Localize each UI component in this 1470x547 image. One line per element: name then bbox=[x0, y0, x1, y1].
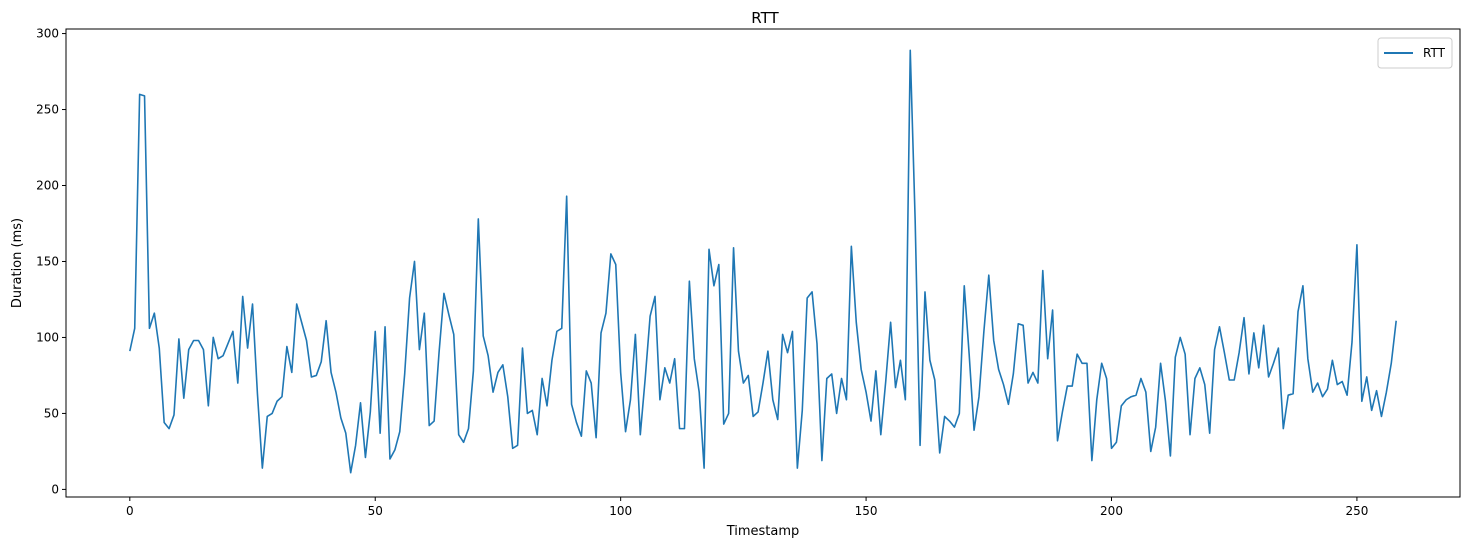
y-axis-label: Duration (ms) bbox=[10, 218, 25, 308]
y-tick-label: 250 bbox=[36, 103, 59, 117]
y-tick-label: 200 bbox=[36, 179, 59, 193]
y-tick-label: 0 bbox=[51, 482, 59, 496]
x-axis-label: Timestamp bbox=[726, 524, 800, 539]
x-tick-label: 0 bbox=[126, 504, 134, 518]
x-tick-label: 250 bbox=[1345, 504, 1368, 518]
series-layer bbox=[129, 49, 1397, 474]
legend-label-rtt: RTT bbox=[1423, 46, 1446, 60]
y-tick-label: 50 bbox=[44, 406, 59, 420]
y-tick-label: 300 bbox=[36, 27, 59, 41]
legend: RTT bbox=[1377, 37, 1453, 69]
y-axis-ticks: 0 50 100 150 200 250 300 bbox=[36, 27, 66, 496]
y-tick-label: 150 bbox=[36, 254, 59, 268]
x-tick-label: 50 bbox=[368, 504, 383, 518]
x-tick-label: 150 bbox=[855, 504, 878, 518]
chart-title: RTT bbox=[751, 9, 779, 27]
x-tick-label: 200 bbox=[1100, 504, 1123, 518]
y-tick-label: 100 bbox=[36, 330, 59, 344]
series-line-rtt bbox=[129, 49, 1397, 474]
x-tick-label: 100 bbox=[609, 504, 632, 518]
plot-frame bbox=[65, 28, 1461, 498]
legend-box bbox=[1377, 37, 1453, 69]
x-axis-ticks: 0 50 100 150 200 250 bbox=[126, 497, 1368, 518]
